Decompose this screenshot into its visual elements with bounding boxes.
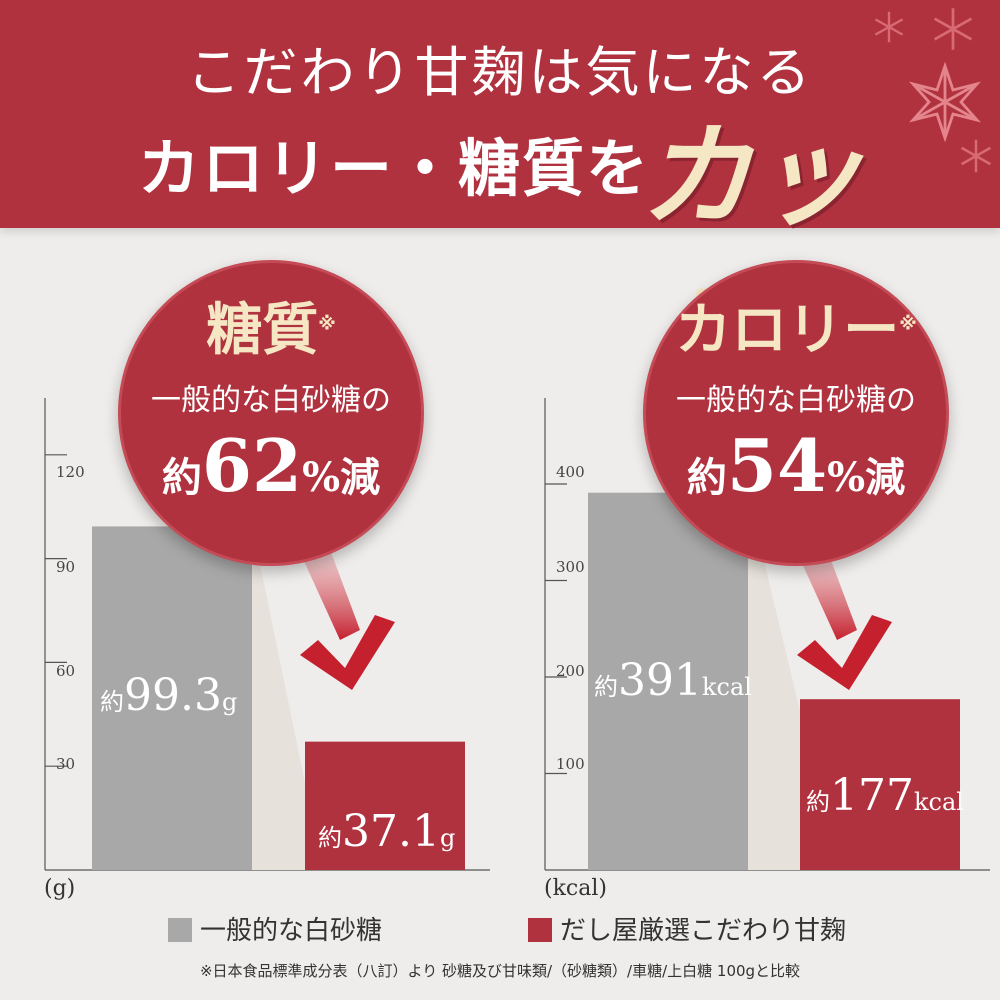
legend-item-white-sugar: 一般的な白砂糖: [168, 910, 382, 947]
snowflake-icon: [874, 11, 904, 43]
snowflake-icon: [960, 139, 992, 173]
right-tick-400: 400: [556, 463, 585, 481]
left-bar-shadow: [252, 525, 305, 870]
calorie-callout-title: カロリー※: [675, 298, 917, 363]
bar-white-sugar: [588, 492, 748, 870]
sugar-callout: 糖質※ 一般的な白砂糖の 約62%減: [118, 260, 424, 566]
bar-value-label: 約37.1g: [318, 806, 456, 857]
left-axis-unit: (g): [44, 876, 76, 901]
bar-value-label: 約391kcal: [594, 655, 752, 706]
bar-value-label: 約177kcal: [806, 770, 964, 821]
left-tick-120: 120: [56, 463, 85, 481]
right-axis-unit: (kcal): [544, 876, 607, 901]
right-tick-200: 200: [556, 662, 585, 680]
snowflake-icon: [933, 8, 973, 50]
sugar-callout-subtitle: 一般的な白砂糖の: [151, 383, 391, 418]
calorie-callout-subtitle: 一般的な白砂糖の: [676, 383, 916, 418]
star-flower-icon: [908, 62, 982, 142]
right-tick-100: 100: [556, 755, 585, 773]
bar-amakoji: [800, 699, 960, 870]
sugar-callout-title: 糖質※: [206, 298, 336, 363]
footnote: ※日本食品標準成分表（八訂）より 砂糖及び甘味類/（砂糖類）/車糖/上白糖 10…: [199, 962, 801, 980]
legend-item-amakoji: だし屋厳選こだわり甘麹: [528, 910, 846, 947]
left-tick-90: 90: [56, 558, 76, 576]
headline-line2: カロリー・糖質を: [137, 132, 650, 205]
sugar-callout-value: 約62%減: [161, 423, 381, 508]
calorie-callout-value: 約54%減: [686, 423, 906, 508]
legend-swatch: [528, 918, 552, 942]
right-bar-shadow: [748, 494, 800, 870]
headline-line1: こだわり甘麹は気になる: [186, 41, 814, 104]
left-tick-30: 30: [56, 755, 76, 773]
right-tick-300: 300: [556, 558, 585, 576]
bar-value-label: 約99.3g: [100, 670, 238, 721]
legend-swatch: [168, 918, 192, 942]
bar-white-sugar: [92, 526, 252, 870]
left-tick-60: 60: [56, 662, 76, 680]
calorie-callout: カロリー※ 一般的な白砂糖の 約54%減: [643, 260, 949, 566]
bar-amakoji: [305, 741, 465, 870]
header-banner: こだわり甘麹は気になる カロリー・糖質を カット: [0, 0, 1000, 404]
